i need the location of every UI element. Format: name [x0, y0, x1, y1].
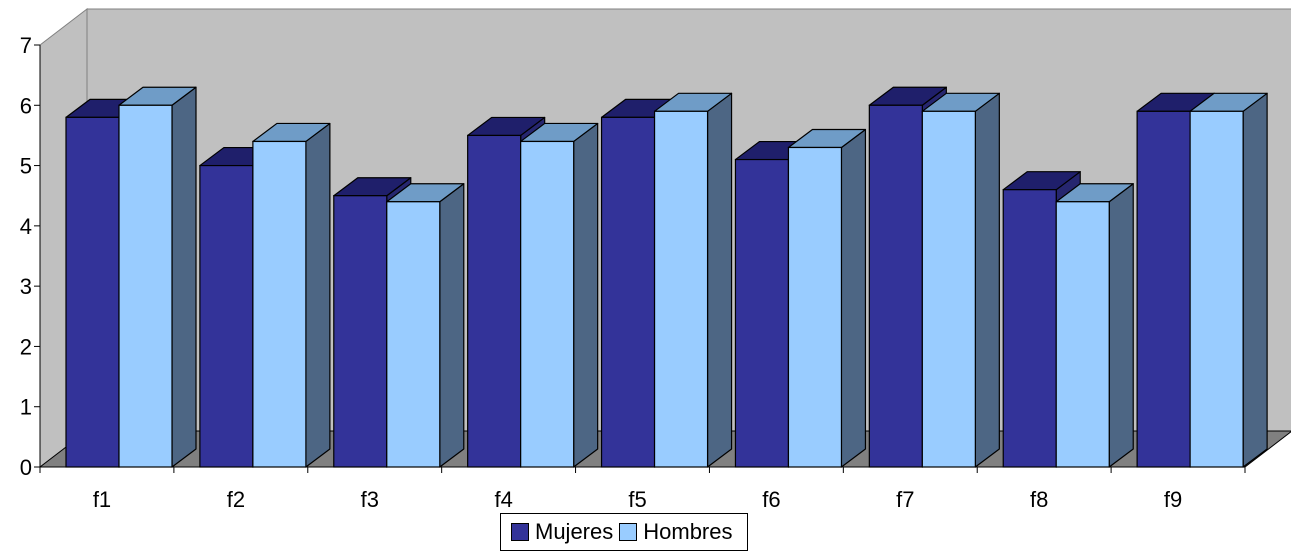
y-tick-label: 3: [20, 274, 32, 299]
bar-mujeres-f3: [333, 195, 388, 468]
bar-hombres-f5: [653, 110, 709, 468]
bar-chart: 0 1 2 3 4 5 6 7 f1 f2 f3 f4 f5 f6 f7 f8 f9: [20, 7, 1291, 510]
legend-item-mujeres: Mujeres: [511, 519, 613, 545]
y-tick-label: 5: [20, 154, 32, 179]
legend-label-mujeres: Mujeres: [535, 519, 614, 544]
bar-hombres-f2: [252, 140, 307, 468]
bar-hombres-f5-side: [706, 92, 733, 468]
x-tick-label-f5: f5: [628, 487, 646, 510]
bar-hombres-f6: [787, 146, 843, 468]
bar-mujeres-f5: [600, 116, 656, 468]
bar-hombres-f7: [921, 110, 976, 468]
bar-mujeres-f4: [467, 134, 522, 468]
y-tick-label: 4: [20, 214, 32, 239]
bar-hombres-f9: [1189, 110, 1244, 468]
bar-hombres-f2-side: [305, 122, 331, 468]
bar-mujeres-f8: [1002, 189, 1057, 468]
y-tick-label: 6: [20, 93, 32, 118]
y-tick-label: 2: [20, 334, 32, 359]
x-tick-label-f6: f6: [762, 487, 780, 510]
y-tick-label: 0: [20, 455, 32, 480]
x-tick-label-f3: f3: [361, 487, 379, 510]
y-tick-label: 7: [20, 33, 32, 58]
chart-legend: Mujeres Hombres: [500, 513, 748, 551]
legend-item-hombres: Hombres: [619, 519, 733, 545]
bar-hombres-f8-side: [1108, 183, 1134, 468]
bar-hombres-f3: [386, 201, 441, 468]
x-tick-label-f2: f2: [227, 487, 245, 510]
bar-mujeres-f9: [1136, 110, 1191, 468]
bar-mujeres-f6: [734, 158, 790, 468]
x-tick-label-f1: f1: [93, 487, 111, 510]
bar-hombres-f9-side: [1242, 92, 1268, 468]
bar-hombres-f7-side: [974, 92, 1000, 468]
x-tick-label-f7: f7: [896, 487, 914, 510]
x-tick-label-f8: f8: [1030, 487, 1048, 510]
bar-mujeres-f1: [65, 116, 120, 468]
bar-hombres-f6-side: [840, 128, 867, 468]
bar-hombres-f3-side: [439, 183, 465, 468]
bar-mujeres-f2: [199, 164, 254, 468]
bar-hombres-f1: [118, 104, 173, 468]
x-tick-label-f4: f4: [494, 487, 512, 510]
legend-swatch-mujeres: [511, 523, 529, 541]
bar-hombres-f1-side: [171, 86, 197, 468]
legend-swatch-hombres: [619, 523, 638, 541]
x-tick-label-f9: f9: [1164, 487, 1182, 510]
y-tick-label: 1: [20, 395, 32, 420]
legend-label-hombres: Hombres: [643, 519, 733, 544]
bar-mujeres-f7: [868, 104, 923, 468]
bar-hombres-f4: [520, 140, 575, 468]
bar-hombres-f8: [1055, 201, 1110, 468]
bar-hombres-f4-side: [573, 122, 599, 468]
